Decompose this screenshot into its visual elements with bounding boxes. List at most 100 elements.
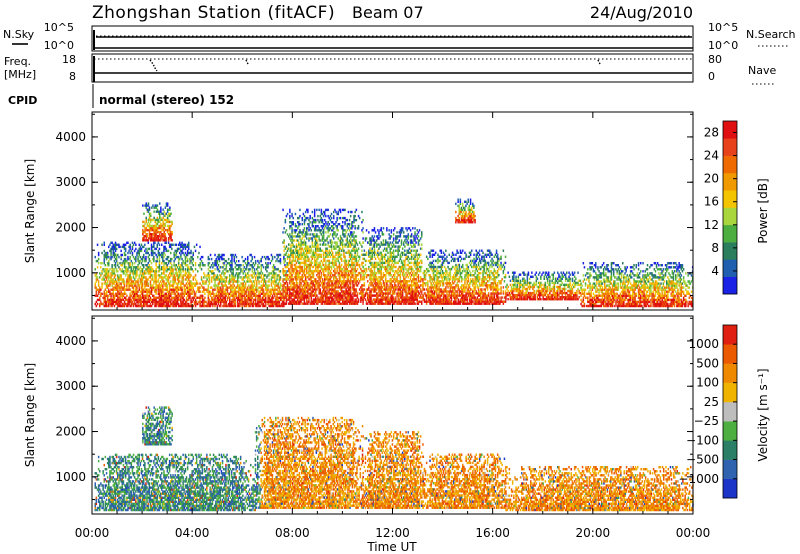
echo-cell (317, 218, 319, 222)
echo-cell (149, 296, 152, 299)
echo-cell (104, 282, 107, 285)
echo-cell (365, 237, 368, 240)
echo-cell (266, 276, 268, 279)
echo-cell (175, 288, 178, 291)
echo-cell (100, 262, 102, 265)
echo-cell (257, 264, 259, 267)
echo-cell (170, 243, 172, 246)
echo-cell (174, 257, 176, 261)
echo-cell (254, 294, 257, 297)
echo-cell (229, 264, 231, 267)
echo-cell (179, 243, 181, 246)
echo-cell (327, 241, 329, 244)
nave-tick-bottom: 0 (708, 70, 715, 83)
echo-cell (303, 221, 306, 224)
echo-cell (324, 257, 326, 261)
echo-cell (135, 266, 137, 269)
echo-cell (148, 300, 151, 304)
echo-cell (146, 298, 148, 302)
echo-cell (231, 300, 233, 304)
echo-cell (172, 268, 174, 271)
echo-cell (124, 262, 127, 265)
echo-cell (239, 266, 241, 269)
echo-cell (335, 221, 337, 224)
echo-cell (221, 284, 223, 287)
echo-cell (262, 276, 265, 279)
echo-cell (212, 304, 214, 308)
echo-cell (241, 288, 243, 291)
echo-cell (159, 268, 162, 271)
echo-cell (150, 237, 152, 240)
echo-cell (188, 278, 190, 281)
echo-cell (193, 290, 196, 293)
echo-cell (162, 286, 164, 289)
echo-cell (191, 268, 193, 271)
echo-cell (142, 230, 144, 234)
echo-cell (368, 284, 370, 287)
echo-cell (243, 286, 246, 289)
echo-cell (230, 268, 232, 271)
echo-cell (97, 290, 100, 293)
echo-cell (253, 268, 256, 271)
echo-cell (157, 241, 160, 244)
echo-cell (229, 286, 231, 289)
echo-cell (177, 259, 180, 263)
echo-cell (216, 262, 219, 265)
echo-cell (172, 278, 174, 281)
echo-cell (274, 288, 276, 291)
echo-cell (159, 288, 162, 291)
echo-cell (263, 280, 266, 283)
echo-cell (121, 292, 123, 295)
echo-cell (110, 272, 112, 275)
echo-cell (297, 278, 299, 281)
echo-cell (215, 262, 217, 265)
echo-cell (163, 270, 165, 273)
station-title: Zhongshan Station (fitACF) (92, 3, 335, 23)
echo-cell (216, 304, 219, 308)
echo-cell (311, 261, 314, 265)
echo-cell (118, 284, 120, 287)
echo-cell (223, 257, 225, 261)
echo-cell (131, 251, 134, 255)
echo-cell (251, 302, 253, 306)
echo-cell (324, 218, 326, 222)
echo-cell (135, 280, 137, 283)
echo-cell (252, 276, 255, 279)
echo-cell (129, 300, 131, 304)
echo-cell (158, 300, 161, 304)
echo-cell (141, 245, 144, 249)
echo-cell (200, 284, 203, 287)
echo-cell (234, 294, 237, 297)
echo-cell (146, 239, 149, 242)
echo-cell (131, 292, 134, 295)
echo-cell (223, 304, 225, 308)
echo-cell (122, 304, 125, 308)
echo-cell (253, 280, 256, 283)
echo-cell (121, 304, 123, 308)
echo-cell (129, 251, 131, 255)
echo-cell (112, 270, 114, 273)
echo-cell (197, 282, 199, 285)
echo-cell (221, 292, 223, 295)
echo-cell (118, 302, 120, 306)
echo-cell (304, 241, 307, 244)
echo-cell (175, 274, 178, 277)
echo-cell (148, 290, 151, 293)
echo-cell (152, 233, 154, 236)
echo-cell (212, 276, 214, 279)
echo-cell (177, 282, 180, 285)
echo-cell (156, 245, 158, 249)
echo-cell (265, 257, 267, 261)
echo-cell (188, 282, 190, 285)
echo-cell (176, 272, 179, 275)
echo-cell (180, 288, 182, 291)
echo-cell (260, 286, 262, 289)
echo-cell (109, 249, 111, 253)
echo-cell (153, 239, 155, 242)
echo-cell (175, 270, 178, 273)
echo-cell (307, 233, 309, 236)
echo-cell (152, 226, 154, 230)
echo-cell (186, 274, 189, 277)
echo-cell (213, 264, 215, 267)
echo-cell (235, 294, 238, 297)
